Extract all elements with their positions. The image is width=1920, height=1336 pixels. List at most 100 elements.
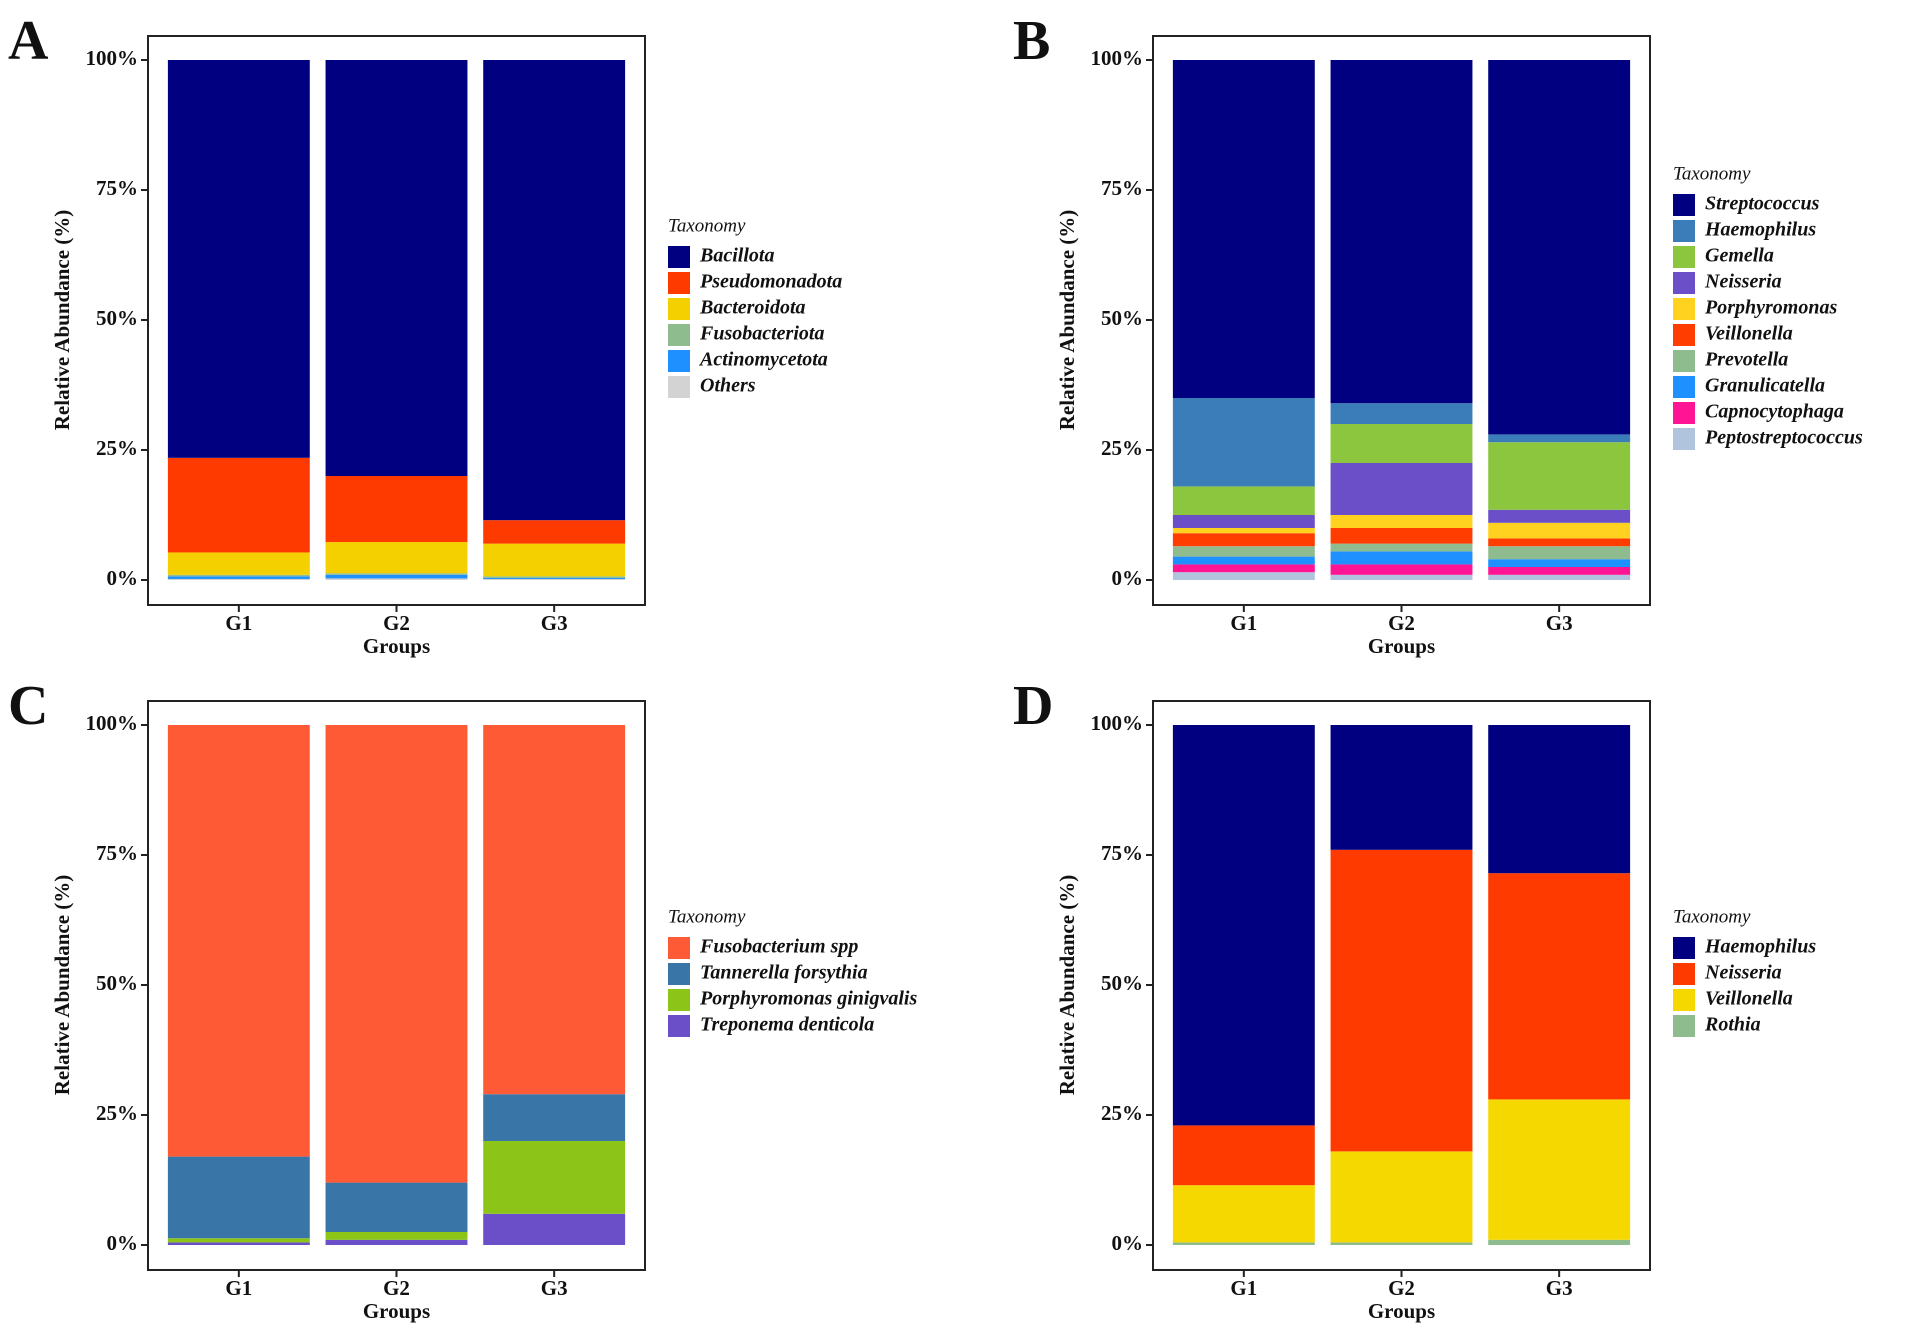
legend-swatch bbox=[1673, 350, 1695, 372]
x-tick-label: G2 bbox=[383, 1276, 410, 1300]
bar-segment bbox=[1330, 528, 1473, 544]
bar-segment bbox=[1488, 559, 1631, 567]
legend-label: Bacteroidota bbox=[699, 297, 806, 319]
legend-label: Fusobacterium spp bbox=[699, 936, 858, 958]
legend-swatch bbox=[668, 963, 690, 985]
bar-segment bbox=[1172, 572, 1315, 580]
legend-label: Bacillota bbox=[699, 245, 774, 267]
legend-swatch bbox=[668, 376, 690, 398]
bar-segment bbox=[1330, 849, 1473, 1152]
y-tick-label: 50% bbox=[1101, 971, 1143, 995]
x-tick-label: G1 bbox=[1230, 611, 1257, 635]
x-tick-label: G3 bbox=[1546, 1276, 1573, 1300]
bar-segment bbox=[1330, 564, 1473, 575]
legend-swatch bbox=[1673, 937, 1695, 959]
legend-swatch bbox=[668, 937, 690, 959]
x-tick-label: G2 bbox=[1388, 611, 1415, 635]
bar-segment bbox=[1330, 515, 1473, 528]
bar-segment bbox=[167, 578, 310, 580]
legend-swatch bbox=[1673, 989, 1695, 1011]
x-tick-label: G3 bbox=[541, 1276, 568, 1300]
bar-segment bbox=[1330, 403, 1473, 424]
bar-segment bbox=[325, 542, 468, 574]
y-tick-label: 75% bbox=[1101, 841, 1143, 865]
bar-segment bbox=[483, 725, 626, 1095]
bar-segment bbox=[1172, 486, 1315, 515]
bar-segment bbox=[1330, 424, 1473, 463]
bar-segment bbox=[483, 576, 626, 578]
y-tick-label: 100% bbox=[1091, 711, 1144, 735]
y-tick-label: 50% bbox=[96, 971, 138, 995]
y-tick-label: 100% bbox=[86, 711, 139, 735]
bar-segment bbox=[1172, 1125, 1315, 1186]
legend-swatch bbox=[1673, 272, 1695, 294]
bar-segment bbox=[1488, 434, 1631, 443]
bar-segment bbox=[483, 578, 626, 580]
legend-label: Capnocytophaga bbox=[1705, 401, 1844, 423]
legend-swatch bbox=[668, 272, 690, 294]
bar-segment bbox=[1172, 725, 1315, 1126]
y-tick-label: 25% bbox=[1101, 1101, 1143, 1125]
bar-segment bbox=[483, 543, 626, 577]
bar-segment bbox=[1488, 725, 1631, 874]
x-tick-label: G2 bbox=[1388, 1276, 1415, 1300]
legend-title: Taxonomy bbox=[1673, 906, 1751, 927]
bar-segment bbox=[167, 457, 310, 553]
legend-swatch bbox=[668, 324, 690, 346]
legend-swatch bbox=[668, 1015, 690, 1037]
legend-label: Granulicatella bbox=[1705, 375, 1825, 397]
bar-segment bbox=[1330, 1242, 1473, 1245]
bar-segment bbox=[1172, 515, 1315, 528]
x-tick-label: G2 bbox=[383, 611, 410, 635]
bar-segment bbox=[1488, 60, 1631, 435]
legend-label: Others bbox=[700, 375, 756, 397]
bar-segment bbox=[1172, 546, 1315, 557]
legend-swatch bbox=[1673, 194, 1695, 216]
legend-swatch bbox=[1673, 246, 1695, 268]
y-axis-title: Relative Abundance (%) bbox=[1055, 210, 1079, 431]
legend-label: Pseudomonadota bbox=[699, 271, 842, 293]
bar-segment bbox=[1172, 1185, 1315, 1243]
x-axis-title: Groups bbox=[363, 1299, 430, 1323]
y-tick-label: 100% bbox=[1091, 46, 1144, 70]
legend-label: Fusobacteriota bbox=[699, 323, 824, 345]
bar-segment bbox=[1330, 60, 1473, 404]
bar-segment bbox=[1488, 567, 1631, 575]
bar-segment bbox=[167, 1156, 310, 1239]
bar-segment bbox=[1172, 1242, 1315, 1245]
y-tick-label: 0% bbox=[107, 1231, 139, 1255]
y-tick-label: 0% bbox=[1112, 1231, 1144, 1255]
bar-segment bbox=[325, 1182, 468, 1232]
legend-swatch bbox=[668, 298, 690, 320]
y-tick-label: 25% bbox=[96, 436, 138, 460]
bar-segment bbox=[167, 1242, 310, 1245]
panel: D 0% 25% 50% 75% 100% Relative Abundance (%) Gr… bbox=[1013, 675, 1816, 1323]
y-axis-title: Relative Abundance (%) bbox=[50, 875, 74, 1096]
y-tick-label: 50% bbox=[1101, 306, 1143, 330]
legend-label: Streptococcus bbox=[1705, 193, 1820, 215]
legend-swatch bbox=[1673, 963, 1695, 985]
y-tick-label: 0% bbox=[107, 566, 139, 590]
bar-segment bbox=[1488, 873, 1631, 1100]
bar-segment bbox=[167, 574, 310, 577]
panel-label: C bbox=[8, 675, 48, 737]
bar-segment bbox=[1330, 574, 1473, 580]
bar-segment bbox=[1488, 574, 1631, 580]
legend-label: Tannerella forsythia bbox=[700, 962, 868, 984]
legend-title: Taxonomy bbox=[668, 215, 746, 236]
y-tick-label: 100% bbox=[86, 46, 139, 70]
x-tick-label: G1 bbox=[225, 611, 252, 635]
legend-swatch bbox=[1673, 428, 1695, 450]
bar-segment bbox=[1330, 463, 1473, 515]
legend-label: Prevotella bbox=[1704, 349, 1788, 371]
bar-segment bbox=[483, 60, 626, 521]
panel: B 0% 25% 50% 75% 100% Relative Abundance (%) Gr… bbox=[1013, 10, 1863, 658]
legend-label: Haemophilus bbox=[1704, 936, 1816, 958]
bar-segment bbox=[325, 573, 468, 575]
x-axis-title: Groups bbox=[363, 634, 430, 658]
bar-segment bbox=[167, 552, 310, 575]
bar-segment bbox=[1172, 60, 1315, 398]
panel: A 0% 25% 50% 75% 100% Relative Abundance (%) Gr… bbox=[8, 10, 842, 658]
bar-segment bbox=[483, 1213, 626, 1245]
legend-label: Neisseria bbox=[1704, 271, 1782, 293]
